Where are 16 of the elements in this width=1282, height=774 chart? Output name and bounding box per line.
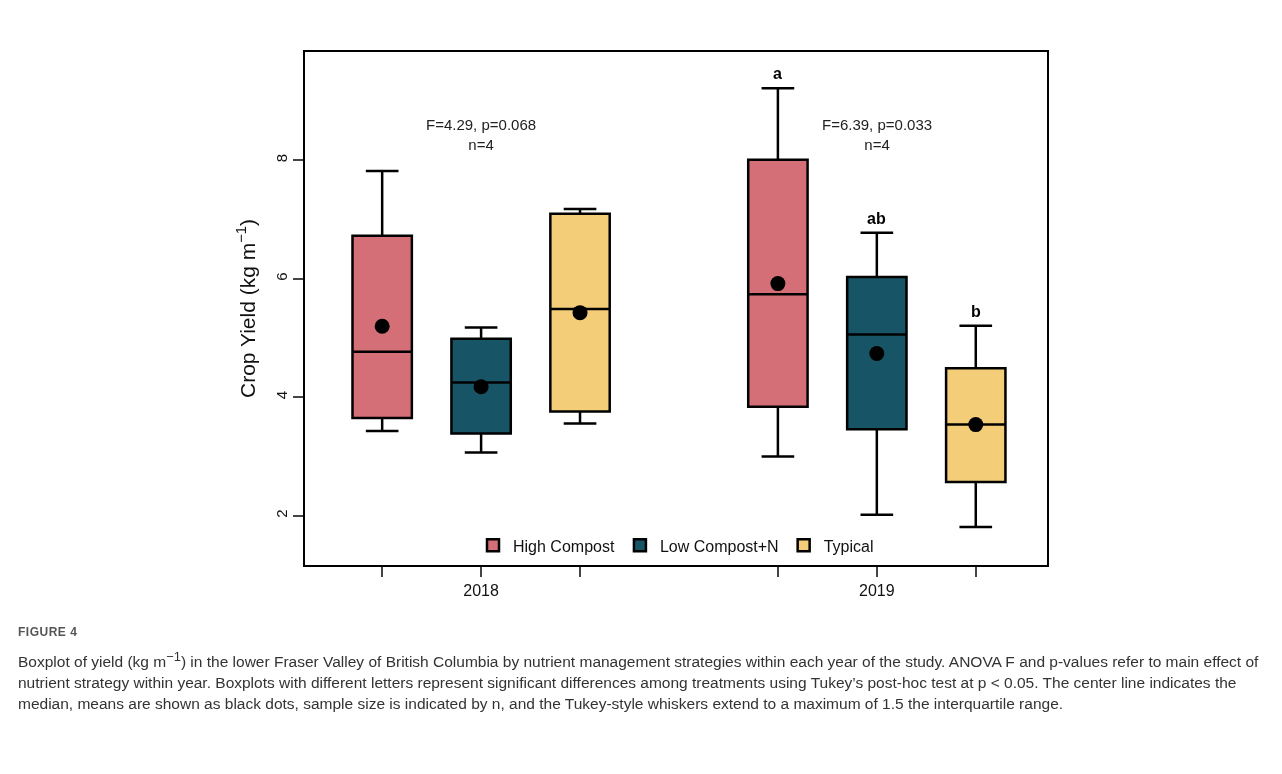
- y-tick-label: 8: [273, 153, 291, 163]
- annotation: ab: [867, 210, 886, 227]
- x-tick-label: 2018: [463, 581, 499, 599]
- annotation: F=6.39, p=0.033 n=4: [822, 116, 933, 153]
- text: Boxplot of yield (kg m$^{−1}$) in the lower Fraser Valley of British Columbia by nutrient management strategies within each year of the study. ANOVA F and p-values refer to main effect of nutrient strategy within year. Boxplots with different letters represent significant differences among treatments using Tukey’s post-hoc test at p < 0.05. The center line indicates the median, means are shown as black dots, sample size is indicated by n, and the Tukey-style whiskers extend to a maximum of 1.5 the interquartile range.: [18, 648, 1260, 715]
- legend-label: Low Compost+N: [659, 537, 779, 555]
- annotation: a: [773, 65, 782, 82]
- caption: FIGURE 4: [18, 624, 79, 641]
- annotation: b: [971, 303, 981, 320]
- x-tick-label: 2019: [859, 581, 895, 599]
- annotation: F=4.29, p=0.068 n=4: [426, 116, 537, 153]
- y-tick-label: 4: [273, 390, 291, 400]
- y-tick-label: 6: [273, 272, 291, 281]
- legend-label: High Compost: [513, 537, 615, 555]
- y-tick-label: 2: [273, 509, 291, 518]
- legend-label: Typical: [823, 537, 874, 555]
